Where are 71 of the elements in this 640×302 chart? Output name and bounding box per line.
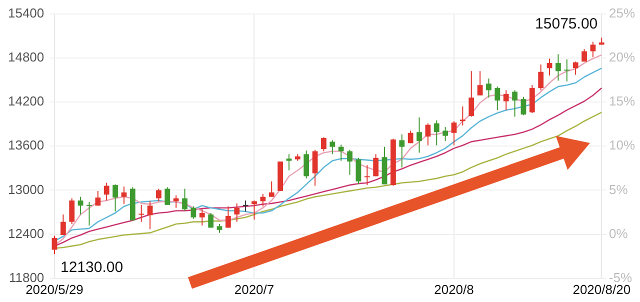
candlestick [582, 48, 587, 62]
y2-tick-label: 5% [608, 182, 628, 197]
candlestick [442, 126, 448, 142]
candlestick [95, 190, 101, 206]
candlestick [321, 136, 326, 152]
candlestick [572, 61, 578, 76]
candlestick [330, 140, 336, 155]
y-tick-label: 12400 [8, 226, 44, 241]
y-tick-label: 14200 [8, 94, 44, 109]
candlestick [468, 70, 474, 118]
candlestick [52, 235, 58, 255]
candlestick [190, 206, 196, 220]
x-tick-label: 2020/7 [234, 282, 274, 297]
candlestick [312, 149, 318, 186]
x-tick-label: 2020/8 [434, 282, 474, 297]
y-tick-label: 14800 [8, 49, 44, 64]
candlestick [242, 200, 248, 212]
candlestick [520, 96, 526, 116]
annotation: 15075.00 [535, 15, 598, 32]
candlestick [208, 212, 214, 228]
candlestick [234, 202, 240, 222]
candlestick [268, 180, 274, 198]
candlestick [434, 120, 440, 146]
candlestick [364, 164, 370, 186]
candlestick [147, 200, 153, 230]
candlestick [164, 186, 170, 206]
candlestick [60, 214, 66, 236]
candlestick [564, 58, 570, 82]
y-tick-label: 13000 [8, 182, 44, 197]
candlestick [156, 188, 162, 202]
y2-tick-label: 20% [608, 49, 636, 64]
y2-tick-label: 0% [608, 226, 628, 241]
candlestick [546, 58, 552, 76]
candlestick [477, 70, 483, 96]
candlestick [512, 90, 518, 118]
candlestick [416, 116, 422, 154]
candlestick [538, 64, 544, 91]
candlestick [347, 149, 352, 176]
candlestick [252, 200, 257, 220]
candlestick [112, 184, 118, 212]
candlestick [460, 106, 466, 126]
candlestick [503, 90, 509, 111]
candlestick [69, 198, 75, 225]
candlestick [451, 120, 457, 146]
candlestick [399, 134, 405, 168]
candlestick [286, 154, 292, 171]
y-tick-label: 13600 [8, 138, 44, 153]
candlestick [556, 54, 561, 82]
candlestick [182, 188, 188, 212]
candlestick [104, 182, 110, 201]
y-tick-label: 15400 [8, 5, 44, 20]
candlestick [86, 201, 92, 226]
candlestick [425, 122, 431, 146]
candlestick [486, 78, 492, 98]
candlestick [590, 41, 596, 58]
candlestick [121, 186, 127, 205]
candlestick [138, 204, 144, 222]
y2-tick-label: 10% [608, 138, 636, 153]
candlestick [373, 154, 379, 177]
annotation: 12130.00 [60, 258, 124, 276]
candlestick [78, 196, 84, 215]
candlestick [260, 193, 266, 207]
y2-tick-label: 25% [608, 5, 636, 20]
candlestick [199, 208, 205, 226]
candlestick [408, 130, 414, 144]
candlestick [304, 150, 310, 179]
y2-tick-label: 15% [608, 94, 636, 109]
candlestick [225, 206, 231, 228]
candlestick [356, 157, 362, 185]
candlestick [338, 144, 344, 162]
candlestick [494, 86, 500, 111]
